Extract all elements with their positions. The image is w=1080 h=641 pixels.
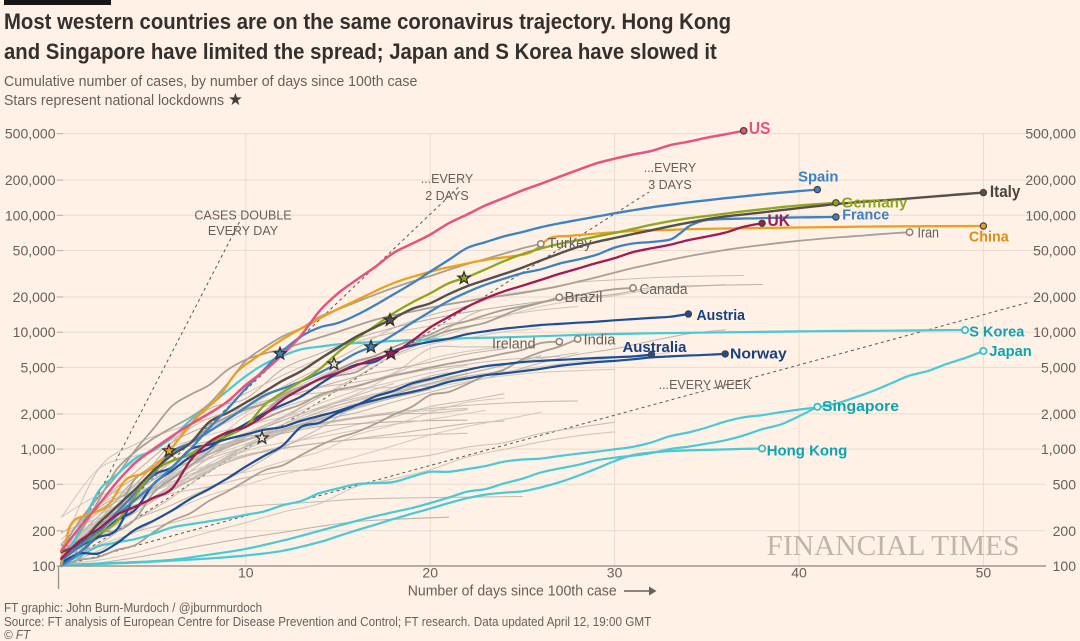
svg-text:US: US xyxy=(749,118,771,138)
svg-text:Norway: Norway xyxy=(730,345,787,362)
svg-text:50,000: 50,000 xyxy=(1033,243,1076,259)
svg-text:S Korea: S Korea xyxy=(969,323,1025,340)
svg-text:Australia: Australia xyxy=(623,339,688,356)
svg-text:5,000: 5,000 xyxy=(20,359,55,375)
svg-text:1,000: 1,000 xyxy=(1041,441,1076,457)
svg-text:Japan: Japan xyxy=(989,343,1031,360)
svg-text:200,000: 200,000 xyxy=(5,172,56,188)
svg-text:Brazil: Brazil xyxy=(565,290,603,306)
svg-text:10,000: 10,000 xyxy=(13,324,56,340)
svg-text:100: 100 xyxy=(1053,558,1077,574)
svg-text:5,000: 5,000 xyxy=(1041,359,1076,375)
svg-text:FINANCIAL TIMES: FINANCIAL TIMES xyxy=(767,531,1020,562)
svg-text:CASES DOUBLE: CASES DOUBLE xyxy=(194,208,291,222)
svg-text:Italy: Italy xyxy=(990,183,1021,201)
svg-text:China: China xyxy=(969,229,1009,246)
svg-text:Ireland: Ireland xyxy=(492,337,536,353)
svg-text:UK: UK xyxy=(768,212,791,230)
svg-text:India: India xyxy=(584,333,617,349)
svg-text:500: 500 xyxy=(32,476,56,492)
svg-text:2,000: 2,000 xyxy=(1041,406,1076,422)
svg-text:2 DAYS: 2 DAYS xyxy=(425,189,469,203)
svg-text:10: 10 xyxy=(238,565,254,581)
svg-text:500,000: 500,000 xyxy=(5,126,56,142)
svg-text:10,000: 10,000 xyxy=(1033,324,1076,340)
svg-text:50: 50 xyxy=(976,565,992,581)
svg-text:200: 200 xyxy=(1053,523,1077,539)
svg-text:100,000: 100,000 xyxy=(5,207,56,223)
svg-text:50,000: 50,000 xyxy=(13,243,56,259)
svg-text:Spain: Spain xyxy=(798,169,838,186)
svg-text:Austria: Austria xyxy=(697,307,746,324)
svg-text:Number of days since 100th cas: Number of days since 100th case xyxy=(408,584,617,600)
svg-text:20,000: 20,000 xyxy=(13,289,56,305)
svg-text:EVERY DAY: EVERY DAY xyxy=(208,224,279,238)
svg-text:20,000: 20,000 xyxy=(1033,289,1076,305)
svg-text:Germany: Germany xyxy=(842,195,909,212)
svg-text:Singapore: Singapore xyxy=(822,398,899,415)
svg-text:40: 40 xyxy=(791,565,807,581)
svg-text:500,000: 500,000 xyxy=(1025,126,1076,142)
svg-text:...EVERY WEEK: ...EVERY WEEK xyxy=(659,378,752,392)
svg-text:France: France xyxy=(842,206,889,223)
svg-text:Canada: Canada xyxy=(640,282,689,298)
svg-text:3 DAYS: 3 DAYS xyxy=(648,178,692,192)
svg-text:...EVERY: ...EVERY xyxy=(421,172,474,186)
svg-text:20: 20 xyxy=(422,565,438,581)
svg-text:200: 200 xyxy=(32,523,56,539)
svg-text:100,000: 100,000 xyxy=(1025,207,1076,223)
svg-text:100: 100 xyxy=(32,558,56,574)
svg-text:30: 30 xyxy=(607,565,623,581)
svg-text:1,000: 1,000 xyxy=(20,441,55,457)
svg-text:200,000: 200,000 xyxy=(1025,172,1076,188)
svg-text:500: 500 xyxy=(1053,476,1077,492)
svg-text:...EVERY: ...EVERY xyxy=(644,161,697,175)
svg-text:Turkey: Turkey xyxy=(548,236,593,252)
svg-text:Iran: Iran xyxy=(918,226,940,242)
svg-text:2,000: 2,000 xyxy=(20,406,55,422)
svg-text:Hong Kong: Hong Kong xyxy=(767,443,848,460)
